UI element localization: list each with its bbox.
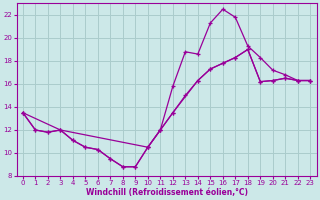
X-axis label: Windchill (Refroidissement éolien,°C): Windchill (Refroidissement éolien,°C) [85, 188, 248, 197]
